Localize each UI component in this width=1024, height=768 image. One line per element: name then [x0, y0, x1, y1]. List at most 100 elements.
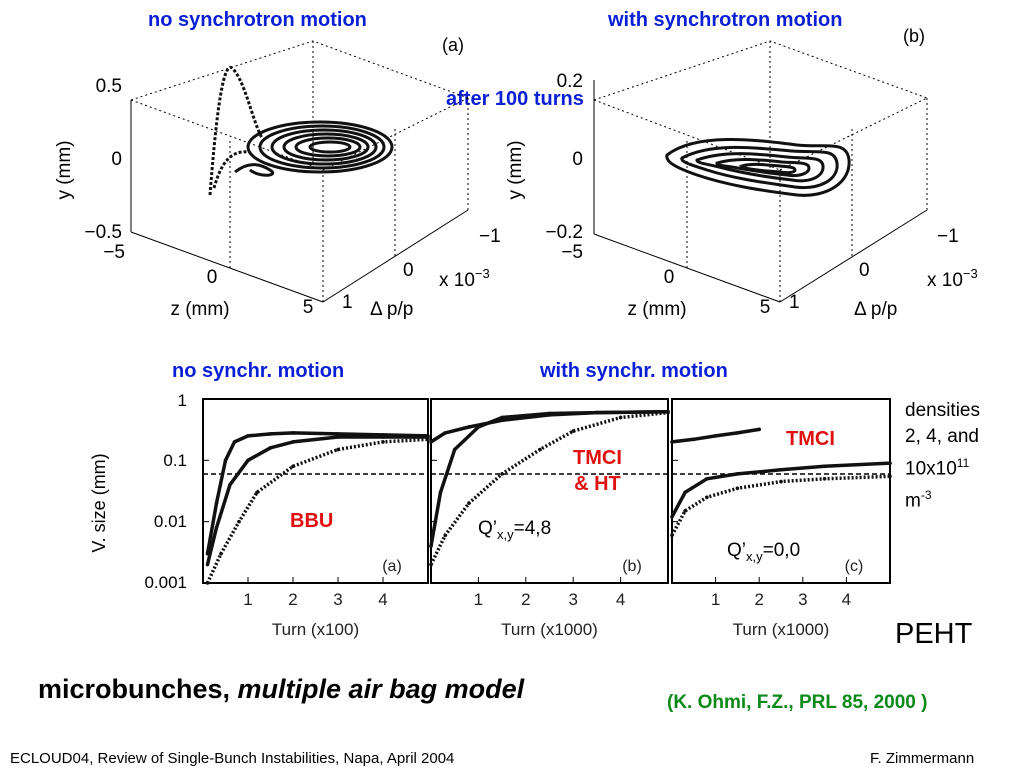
data-point: [888, 461, 892, 465]
data-point: [735, 486, 740, 491]
plot3d-b-zlabel: z (mm): [627, 299, 686, 320]
densities-line2: 2, 4, and: [905, 426, 979, 447]
data-point: [670, 533, 674, 538]
data-point: [228, 482, 232, 487]
series-line: [205, 437, 429, 584]
plot3d-a-ztick: −5: [103, 242, 125, 263]
panel-label: (b): [622, 558, 642, 575]
plot3d-a: (a) 0.5 0 −0.5 y (mm) −5 0 5 z (mm) 1 0 …: [54, 35, 500, 320]
data-point: [443, 533, 448, 538]
plot3d-a-ztick: 5: [303, 297, 314, 318]
x-tick-label: 3: [568, 590, 577, 609]
plot3d-b-ytick: 0: [572, 149, 583, 170]
data-point: [232, 440, 237, 444]
data-point: [268, 432, 273, 436]
data-point: [757, 427, 761, 432]
data-point: [426, 437, 430, 442]
peht-label: PEHT: [895, 618, 973, 650]
x-axis-label: Turn (x100): [272, 620, 359, 639]
annotation-tmci: TMCI: [786, 428, 835, 450]
data-point: [692, 437, 696, 442]
data-point: [779, 468, 783, 472]
x-tick-label: 4: [616, 590, 625, 609]
growth-ytick: 1: [178, 391, 187, 410]
series-line: [670, 474, 891, 537]
plot3d-b-ytick: 0.2: [557, 71, 583, 92]
panel-frame: [671, 398, 891, 584]
data-point: [438, 490, 443, 495]
data-point: [336, 435, 340, 439]
footer-right: F. Zimmermann: [870, 750, 975, 767]
x-tick-label: 2: [521, 590, 530, 609]
series-line: [429, 409, 669, 547]
data-point: [476, 425, 481, 429]
growth-chart: V. size (mm) 1 0.1 0.01 0.001 1 2 3 4 Turn (…: [89, 391, 892, 639]
plot3d-a-ztick: 0: [207, 267, 218, 288]
data-point: [547, 411, 552, 416]
densities-line1: densities: [905, 400, 980, 421]
data-point: [429, 544, 433, 548]
data-point: [713, 434, 718, 438]
data-point: [336, 432, 340, 436]
plot3d-a-ytick: −0.5: [84, 222, 122, 243]
data-point: [571, 429, 575, 433]
data-point: [500, 472, 504, 476]
x-tick-label: 1: [711, 590, 720, 609]
growth-ytick: 0.01: [154, 512, 187, 531]
data-point: [705, 495, 709, 500]
data-point: [255, 490, 259, 495]
x-axis-label: Turn (x1000): [733, 620, 830, 639]
data-point: [618, 415, 623, 420]
x-tick-label: 4: [378, 590, 387, 609]
plot3d-a-trajectory: [208, 66, 264, 196]
plot3d-b-ztick: 0: [664, 267, 675, 288]
plot3d-b-ellipses: [665, 138, 851, 197]
data-point: [443, 431, 448, 435]
plot3d-a-panel-label: (a): [442, 35, 464, 55]
heading-with-synchrotron: with synchrotron motion: [608, 9, 843, 31]
plot3d-a-dptick: −1: [479, 226, 500, 247]
data-point: [291, 431, 295, 435]
data-point: [500, 415, 504, 420]
series-line: [205, 431, 429, 555]
data-point: [237, 519, 241, 524]
data-point: [467, 501, 471, 506]
data-point: [779, 479, 783, 484]
data-point: [223, 458, 228, 463]
panel-frame: [430, 398, 669, 584]
plot3d-a-dptick: 1: [342, 292, 353, 313]
data-point: [246, 434, 250, 438]
x-tick-label: 4: [842, 590, 851, 609]
x-tick-label: 1: [243, 590, 252, 609]
data-point: [336, 447, 340, 452]
heading-no-synchr: no synchr. motion: [172, 360, 345, 382]
data-point: [735, 431, 740, 435]
data-point: [429, 562, 433, 567]
plot3d-b-panel-label: (b): [903, 26, 925, 46]
data-point: [822, 476, 827, 481]
plot3d-b-box-top-back: [593, 40, 928, 101]
data-point: [888, 474, 892, 479]
densities-line4: m-3: [905, 488, 932, 512]
data-point: [219, 551, 223, 556]
plot3d-b-ylabel: y (mm): [505, 140, 526, 199]
data-point: [205, 581, 210, 585]
x-tick-label: 2: [288, 590, 297, 609]
data-point: [683, 490, 687, 495]
heading-no-synchrotron: no synchrotron motion: [148, 9, 367, 31]
plot3d-a-ylabel: y (mm): [54, 140, 75, 199]
plot3d-b-dptick: −1: [937, 226, 959, 247]
panel-frame: [202, 398, 429, 584]
densities-note: densities 2, 4, and 10x1011 m-3: [905, 398, 980, 515]
footer-left: ECLOUD04, Review of Single-Bunch Instabi…: [10, 750, 455, 767]
data-point: [683, 509, 687, 513]
data-point: [666, 410, 670, 415]
plot3d-b-ytick: −0.2: [545, 222, 583, 243]
plot3d-b-ztick: 5: [760, 297, 771, 318]
data-point: [538, 447, 542, 452]
data-point: [595, 410, 599, 415]
plot3d-b-dplabel: Δ p/p: [854, 299, 897, 320]
x-tick-label: 2: [754, 590, 763, 609]
plot3d-a-zlabel: z (mm): [170, 299, 229, 320]
panel-label: (c): [845, 558, 864, 575]
